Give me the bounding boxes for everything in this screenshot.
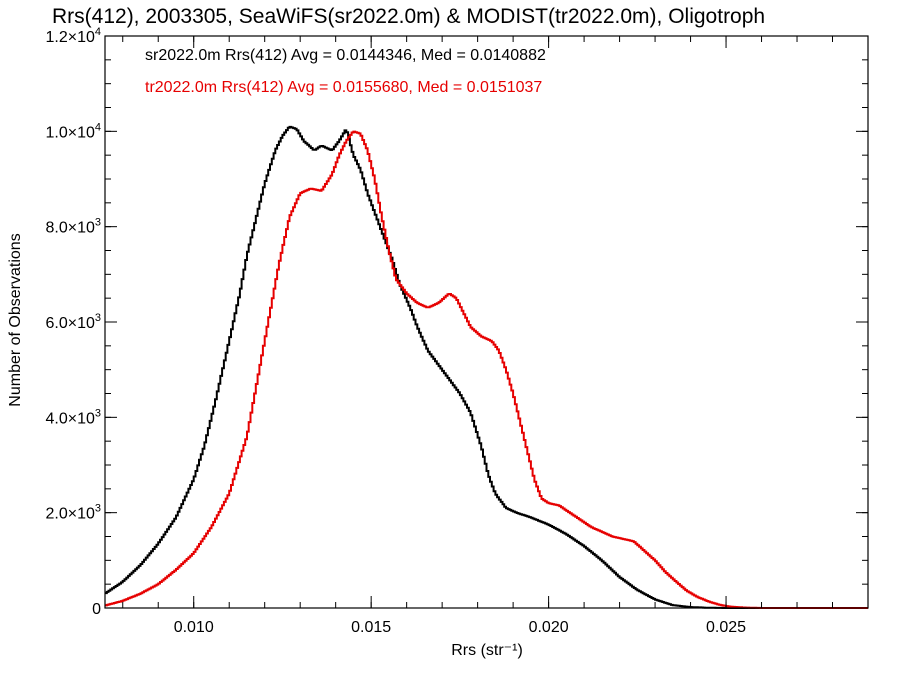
legend-entry-sr2022: sr2022.0m Rrs(412) Avg = 0.0144346, Med … [145, 47, 546, 64]
series-line-sr2022.0m [105, 125, 868, 609]
y-tick-label: 1.2×104 [45, 26, 101, 46]
y-tick-label: 8.0×103 [45, 217, 101, 237]
y-axis-label: Number of Observations [7, 233, 24, 406]
chart-title: Rrs(412), 2003305, SeaWiFS(sr2022.0m) & … [52, 5, 765, 28]
x-axis-label: Rrs (str⁻¹) [451, 642, 523, 659]
series-line-tr2022.0m [105, 130, 868, 609]
y-tick-label: 1.0×104 [45, 121, 101, 141]
y-tick-label: 6.0×103 [45, 312, 101, 332]
x-tick-label: 0.020 [529, 619, 569, 636]
legend-entry-tr2022: tr2022.0m Rrs(412) Avg = 0.0155680, Med … [145, 79, 542, 96]
plot-frame [104, 35, 869, 609]
x-tick-label: 0.015 [351, 619, 391, 636]
y-tick-label: 2.0×103 [45, 503, 101, 523]
x-tick-label: 0.010 [174, 619, 214, 636]
y-tick-label: 4.0×103 [45, 407, 101, 427]
y-tick-label: 0 [92, 601, 101, 618]
x-tick-label: 0.025 [706, 619, 746, 636]
